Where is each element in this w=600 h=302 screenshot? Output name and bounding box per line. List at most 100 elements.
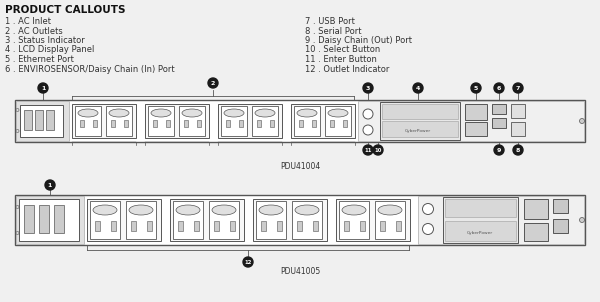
Text: CyberPower: CyberPower (467, 231, 493, 235)
Circle shape (16, 108, 19, 111)
FancyBboxPatch shape (24, 110, 32, 130)
Text: 9: 9 (497, 148, 501, 153)
FancyBboxPatch shape (253, 199, 327, 241)
FancyBboxPatch shape (20, 105, 63, 137)
Circle shape (45, 180, 55, 190)
FancyBboxPatch shape (380, 221, 385, 231)
FancyBboxPatch shape (226, 120, 230, 127)
Ellipse shape (151, 109, 171, 117)
Circle shape (38, 83, 48, 93)
Text: 10 . Select Button: 10 . Select Button (305, 46, 380, 54)
FancyBboxPatch shape (124, 120, 128, 127)
FancyBboxPatch shape (15, 100, 585, 142)
Circle shape (16, 205, 19, 208)
FancyBboxPatch shape (35, 110, 43, 130)
FancyBboxPatch shape (553, 219, 568, 233)
Circle shape (363, 145, 373, 155)
FancyBboxPatch shape (360, 221, 365, 231)
Text: 5 . Ethernet Port: 5 . Ethernet Port (5, 55, 74, 64)
Text: 8 . Serial Port: 8 . Serial Port (305, 27, 361, 36)
Text: 12: 12 (244, 260, 251, 265)
FancyBboxPatch shape (75, 106, 101, 136)
FancyBboxPatch shape (148, 106, 174, 136)
Text: 12 . Outlet Indicator: 12 . Outlet Indicator (305, 65, 389, 73)
FancyBboxPatch shape (214, 221, 219, 231)
Text: CyberPower: CyberPower (405, 129, 431, 133)
FancyBboxPatch shape (15, 195, 585, 245)
FancyBboxPatch shape (46, 110, 54, 130)
Ellipse shape (78, 109, 98, 117)
Text: 11 . Enter Button: 11 . Enter Button (305, 55, 377, 64)
FancyBboxPatch shape (16, 101, 69, 141)
Text: 6: 6 (497, 86, 501, 91)
FancyBboxPatch shape (93, 120, 97, 127)
Text: 2: 2 (211, 81, 215, 86)
FancyBboxPatch shape (184, 120, 188, 127)
Circle shape (16, 232, 19, 234)
Ellipse shape (224, 109, 244, 117)
Text: 4 . LCD Display Panel: 4 . LCD Display Panel (5, 46, 94, 54)
FancyBboxPatch shape (511, 122, 525, 136)
FancyBboxPatch shape (126, 201, 156, 239)
FancyBboxPatch shape (218, 104, 282, 138)
Ellipse shape (109, 109, 129, 117)
FancyBboxPatch shape (179, 106, 205, 136)
Circle shape (243, 257, 253, 267)
FancyBboxPatch shape (39, 205, 49, 233)
Circle shape (16, 130, 19, 133)
Ellipse shape (342, 205, 366, 215)
FancyBboxPatch shape (445, 221, 516, 241)
FancyBboxPatch shape (524, 199, 548, 219)
FancyBboxPatch shape (173, 201, 203, 239)
Text: PDU41005: PDU41005 (280, 267, 320, 276)
FancyBboxPatch shape (221, 106, 247, 136)
FancyBboxPatch shape (344, 221, 349, 231)
Ellipse shape (295, 205, 319, 215)
FancyBboxPatch shape (111, 221, 116, 231)
FancyBboxPatch shape (443, 197, 518, 243)
FancyBboxPatch shape (294, 106, 320, 136)
Circle shape (494, 145, 504, 155)
FancyBboxPatch shape (257, 120, 261, 127)
FancyBboxPatch shape (261, 221, 266, 231)
Circle shape (513, 145, 523, 155)
FancyBboxPatch shape (230, 221, 235, 231)
FancyBboxPatch shape (313, 221, 318, 231)
FancyBboxPatch shape (54, 205, 64, 233)
FancyBboxPatch shape (445, 199, 516, 217)
FancyBboxPatch shape (292, 201, 322, 239)
FancyBboxPatch shape (270, 120, 274, 127)
Ellipse shape (176, 205, 200, 215)
FancyBboxPatch shape (170, 199, 244, 241)
Text: PRODUCT CALLOUTS: PRODUCT CALLOUTS (5, 5, 125, 15)
Text: 2 . AC Outlets: 2 . AC Outlets (5, 27, 63, 36)
FancyBboxPatch shape (178, 221, 183, 231)
FancyBboxPatch shape (339, 201, 369, 239)
Text: 7 . USB Port: 7 . USB Port (305, 17, 355, 26)
Text: 11: 11 (364, 148, 372, 153)
FancyBboxPatch shape (256, 201, 286, 239)
Text: PDU41004: PDU41004 (280, 162, 320, 171)
FancyBboxPatch shape (80, 120, 84, 127)
Circle shape (513, 83, 523, 93)
FancyBboxPatch shape (553, 199, 568, 213)
FancyBboxPatch shape (465, 122, 487, 136)
FancyBboxPatch shape (465, 104, 487, 120)
Circle shape (422, 204, 433, 214)
Ellipse shape (378, 205, 402, 215)
Text: 9 . Daisy Chain (Out) Port: 9 . Daisy Chain (Out) Port (305, 36, 412, 45)
Text: 8: 8 (516, 148, 520, 153)
FancyBboxPatch shape (147, 221, 152, 231)
FancyBboxPatch shape (492, 104, 506, 114)
FancyBboxPatch shape (380, 102, 460, 140)
FancyBboxPatch shape (106, 106, 132, 136)
Text: 3 . Status Indicator: 3 . Status Indicator (5, 36, 85, 45)
FancyBboxPatch shape (299, 120, 303, 127)
Circle shape (363, 125, 373, 135)
FancyBboxPatch shape (291, 104, 355, 138)
FancyBboxPatch shape (19, 199, 79, 241)
Circle shape (208, 78, 218, 88)
Text: 4: 4 (416, 86, 420, 91)
Circle shape (422, 223, 433, 234)
FancyBboxPatch shape (382, 121, 458, 137)
